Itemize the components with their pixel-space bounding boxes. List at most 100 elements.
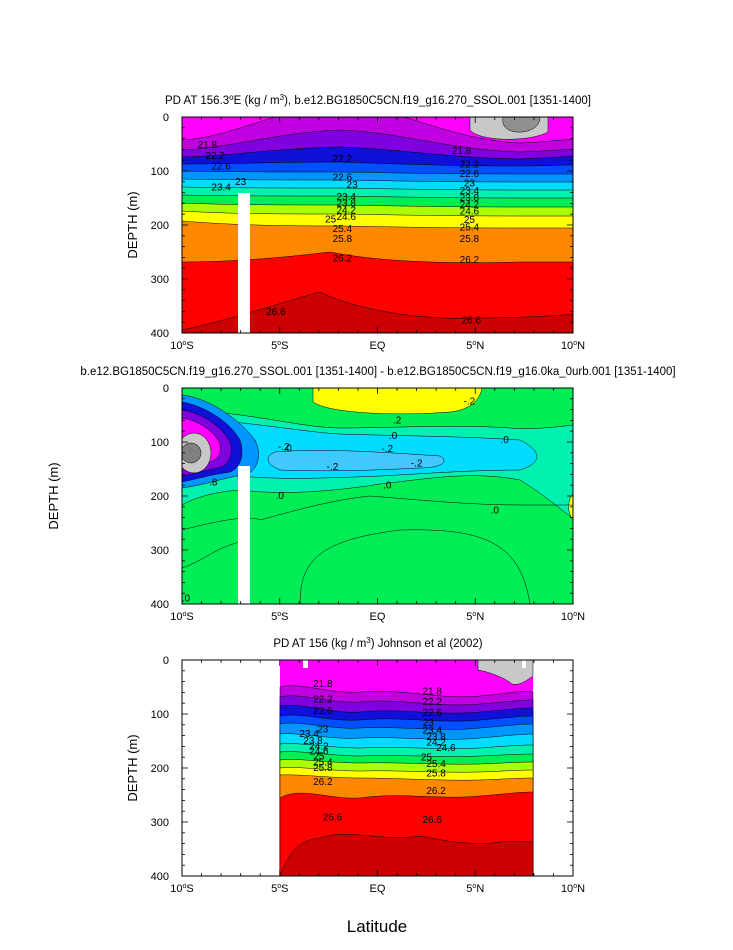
contour-label: 25 bbox=[325, 215, 337, 226]
y-tick-label: 200 bbox=[151, 491, 169, 503]
x-tick-label: 10oN bbox=[561, 340, 585, 352]
difference-max-darkgray bbox=[182, 442, 202, 464]
contour-label: -.2 bbox=[327, 462, 339, 473]
contour-label: 22.2 bbox=[313, 694, 333, 705]
y-tick-label: 0 bbox=[163, 383, 169, 395]
contour-label: 21.8 bbox=[198, 140, 218, 151]
y-tick-label: 100 bbox=[151, 437, 169, 449]
x-tick-label: EQ bbox=[370, 611, 386, 623]
contour-label: 21.8 bbox=[422, 686, 442, 697]
panel-1-axes: 10oS 5oS EQ 5oN 10oN 0 100 200 300 400 bbox=[151, 112, 585, 352]
panel-1-contour-labels: 21.822.222.62323.422.222.62323.423.824.2… bbox=[198, 140, 482, 327]
panel-1-ylabel: DEPTH (m) bbox=[125, 191, 140, 258]
y-tick-label: 200 bbox=[151, 763, 169, 775]
contour-label: 23.4 bbox=[336, 192, 356, 203]
contour-label: 22.6 bbox=[333, 173, 353, 184]
y-tick-label: 100 bbox=[151, 709, 169, 721]
difference-band-cyan bbox=[182, 419, 538, 483]
contour-label: 23.8 bbox=[336, 198, 356, 209]
contour-label: 23.4 bbox=[299, 729, 319, 740]
bathymetry-mask-2 bbox=[238, 466, 250, 604]
contour-label: -.2 bbox=[411, 459, 423, 470]
panel-3-title: PD AT 156 (kg / m3) Johnson et al (2002) bbox=[273, 636, 482, 650]
difference-band-lightblue bbox=[267, 450, 445, 472]
contour-label: 21.8 bbox=[313, 679, 333, 690]
panel-2-density-difference: b.e12.BG1850C5CN.f19_g16.270_SSOL.001 [1… bbox=[80, 366, 675, 623]
difference-positive-yellow bbox=[312, 388, 483, 415]
obs-gap-mask bbox=[303, 660, 308, 668]
contour-label: .2 bbox=[393, 415, 402, 426]
contour-label: 26.2 bbox=[333, 254, 353, 265]
contour-label: .0 bbox=[500, 435, 509, 446]
x-tick-label: 5oN bbox=[466, 611, 484, 623]
panel-1-contour-field bbox=[182, 117, 573, 333]
contour-label: 22.6 bbox=[460, 169, 480, 180]
contour-label: 22.6 bbox=[313, 706, 333, 717]
shared-depth-label: DEPTH (m) bbox=[46, 462, 61, 529]
contour-label: 26.2 bbox=[460, 255, 480, 266]
contour-label: .0 bbox=[283, 444, 292, 455]
contour-label: 22.2 bbox=[422, 697, 442, 708]
difference-deep-contour bbox=[299, 529, 531, 604]
y-tick-label: 300 bbox=[151, 817, 169, 829]
panel-2-contour-labels: .2-.2.0-.2.0-.2-.2.0-.2.0.0.0.8.0 bbox=[182, 397, 509, 605]
y-tick-label: 300 bbox=[151, 274, 169, 286]
contour-label: 23 bbox=[347, 180, 359, 191]
x-tick-label: 10oN bbox=[561, 883, 585, 895]
y-tick-label: 200 bbox=[151, 220, 169, 232]
obs-gap-mask-2 bbox=[522, 660, 526, 668]
obs-surface-gray bbox=[477, 660, 534, 685]
panel-1-title: PD AT 156.3oE (kg / m3), b.e12.BG1850C5C… bbox=[165, 93, 591, 107]
y-tick-label: 400 bbox=[151, 871, 169, 883]
contour-label: 25.4 bbox=[333, 224, 353, 235]
contour-label: 24.2 bbox=[336, 205, 356, 216]
panel-2-title: b.e12.BG1850C5CN.f19_g16.270_SSOL.001 [1… bbox=[80, 366, 675, 378]
contour-label: 22.6 bbox=[211, 162, 231, 173]
contour-label: 24.2 bbox=[426, 738, 446, 749]
contour-label: -.2 bbox=[464, 397, 476, 408]
contour-label: 26.6 bbox=[462, 316, 482, 327]
contour-label: 25.4 bbox=[426, 759, 446, 770]
contour-label: 24.6 bbox=[336, 212, 356, 223]
x-tick-label: 10oS bbox=[170, 611, 194, 623]
x-tick-label: 10oS bbox=[170, 340, 194, 352]
x-axis-label: Latitude bbox=[347, 917, 408, 936]
y-tick-label: 400 bbox=[151, 599, 169, 611]
panel-2-contour-field bbox=[182, 388, 573, 604]
contour-label: 25.8 bbox=[426, 768, 446, 779]
contour-label: 25 bbox=[421, 753, 433, 764]
x-tick-label: 5oS bbox=[271, 611, 288, 623]
contour-label: .0 bbox=[491, 506, 500, 517]
bathymetry-mask bbox=[238, 193, 250, 333]
contour-label: 23 bbox=[235, 177, 247, 188]
x-tick-label: 5oN bbox=[466, 340, 484, 352]
contour-label: 21.8 bbox=[452, 146, 472, 157]
y-tick-label: 100 bbox=[151, 166, 169, 178]
x-tick-label: 5oN bbox=[466, 883, 484, 895]
contour-label: 25 bbox=[464, 215, 476, 226]
y-tick-label: 300 bbox=[151, 545, 169, 557]
contour-label: 22.2 bbox=[205, 151, 225, 162]
obs-band-26.6 bbox=[279, 834, 534, 876]
contour-label: 25 bbox=[313, 752, 325, 763]
contour-label: 23.4 bbox=[422, 726, 442, 737]
contour-label: 23 bbox=[423, 718, 435, 729]
contour-label: 24.2 bbox=[460, 200, 480, 211]
contour-label: 22.2 bbox=[460, 160, 480, 171]
contour-label: 22.2 bbox=[333, 154, 353, 165]
panel-1-model-density: PD AT 156.3oE (kg / m3), b.e12.BG1850C5C… bbox=[125, 93, 591, 352]
contour-label: 26.6 bbox=[323, 813, 343, 824]
contour-label: 26.2 bbox=[426, 786, 446, 797]
contour-label: .0 bbox=[276, 491, 285, 502]
contour-label: 23.8 bbox=[460, 193, 480, 204]
y-tick-label: 400 bbox=[151, 328, 169, 340]
contour-label: 25.8 bbox=[460, 234, 480, 245]
panel-2-axes: 10oS 5oS EQ 5oN 10oN 0 100 200 300 400 bbox=[151, 383, 585, 623]
contour-label: 23 bbox=[464, 178, 476, 189]
contour-label: .8 bbox=[209, 478, 218, 489]
contour-label: 26.6 bbox=[266, 307, 286, 318]
contour-label: 24.6 bbox=[460, 207, 480, 218]
density-low-darkgray bbox=[502, 117, 541, 133]
contour-label: 23.4 bbox=[460, 186, 480, 197]
contour-label: 24.2 bbox=[309, 741, 329, 752]
